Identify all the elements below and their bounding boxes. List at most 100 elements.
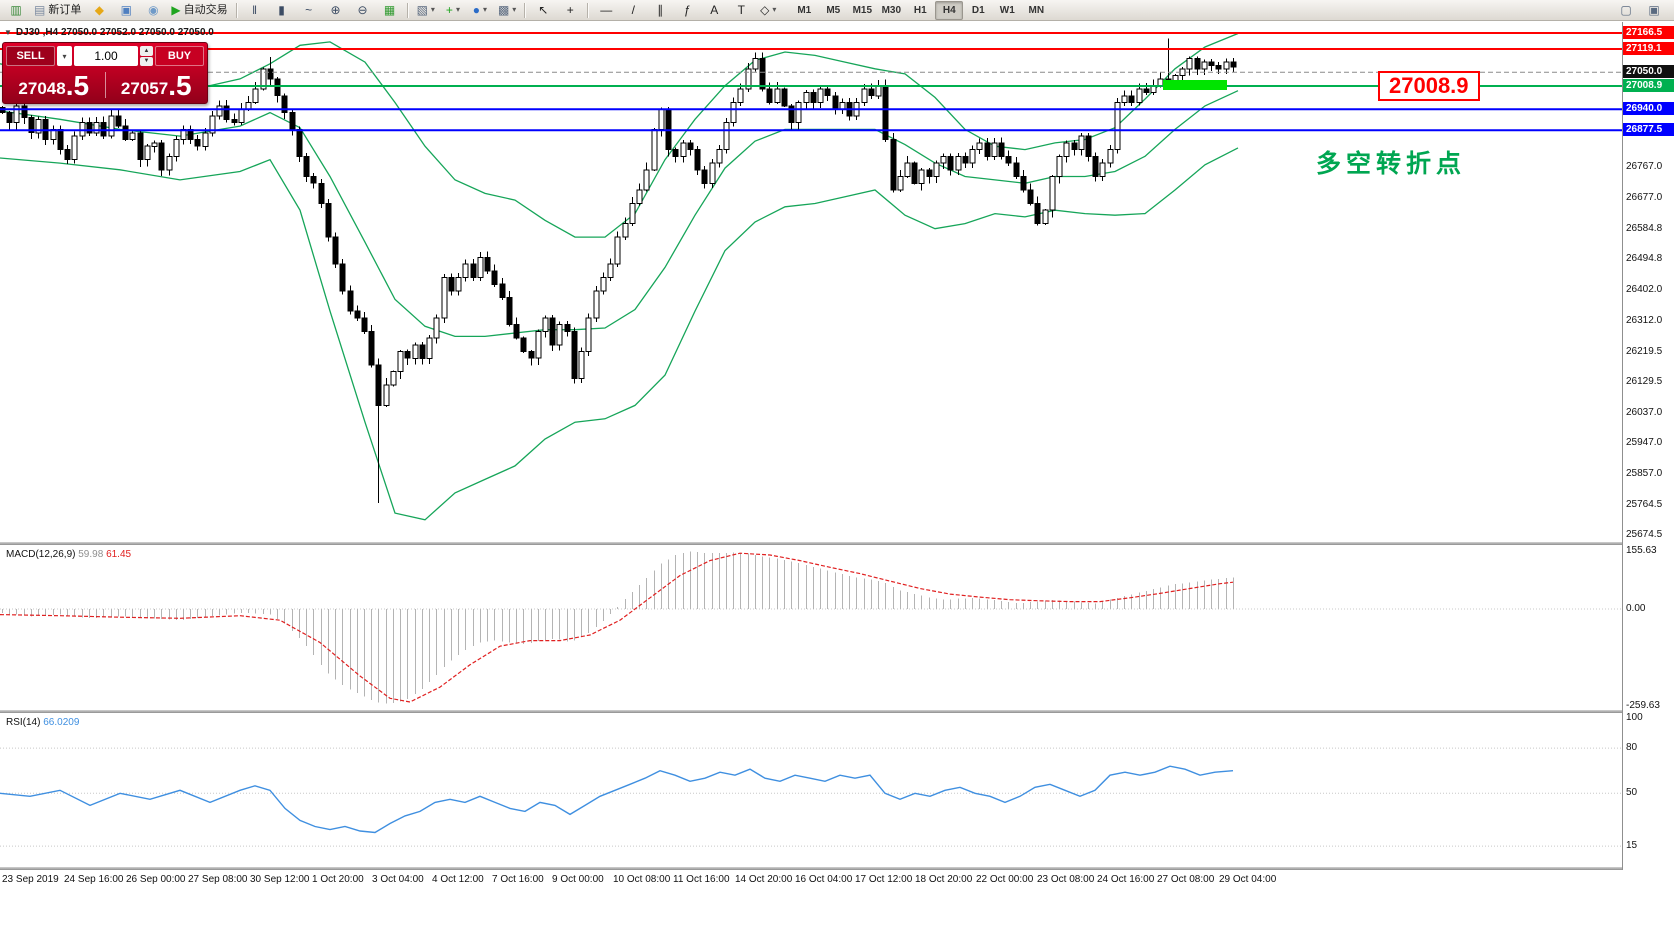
horizontal-line-icon[interactable]: — <box>593 0 619 20</box>
zoom-in-icon[interactable]: ⊕ <box>323 0 349 20</box>
dropdown-caret-icon: ▾ <box>512 5 517 14</box>
chart-candles-icon[interactable]: ▮ <box>269 0 295 20</box>
timeframe-m30[interactable]: M30 <box>881 4 902 16</box>
price-scale-tick: 26494.8 <box>1626 253 1663 265</box>
sell-price[interactable]: 27048.5 <box>3 68 105 102</box>
rsi-indicator-label: RSI(14) 66.0209 <box>6 717 79 728</box>
zoom-out-icon: ⊖ <box>357 3 368 17</box>
timeframe-w1[interactable]: W1 <box>999 4 1015 16</box>
volume-field <box>74 46 138 66</box>
toolbar-separator <box>524 2 527 18</box>
timeframe-mn[interactable]: MN <box>1028 4 1045 16</box>
pane-separator[interactable] <box>0 542 1674 545</box>
price-scale-label-27119.1: 27119.1 <box>1623 41 1674 55</box>
price-divider <box>104 72 106 98</box>
rsi-scale-tick: 100 <box>1626 711 1643 723</box>
indicators-icon[interactable]: + ▾ <box>440 0 466 20</box>
autotrading-button-label: 自动交易 <box>183 3 228 16</box>
fibonacci-icon[interactable]: ƒ <box>674 0 700 20</box>
toolbar-separator <box>235 2 238 18</box>
rsi-scale-tick: 50 <box>1626 787 1638 799</box>
trendline-icon: / <box>631 3 635 17</box>
rsi-canvas[interactable] <box>0 713 1622 867</box>
toolbar-separator <box>406 2 409 18</box>
fibonacci-icon: ƒ <box>683 3 691 17</box>
timeframe-m1[interactable]: M1 <box>797 4 812 16</box>
toolbar-right-group: ▢ ▣ <box>1613 0 1667 20</box>
time-axis-label: 27 Oct 08:00 <box>1157 874 1215 885</box>
templates-icon[interactable]: ▧ ▾ <box>413 0 439 20</box>
rsi-scale-tick: 15 <box>1626 840 1638 852</box>
text-icon[interactable]: A <box>701 0 727 20</box>
macd-main-value: 59.98 <box>78 549 104 560</box>
chart-bars-icon[interactable]: ‖ <box>242 0 268 20</box>
dropdown-caret-icon: ▾ <box>430 5 435 14</box>
restore-window-icon[interactable]: ▣ <box>1648 3 1660 17</box>
print-icon[interactable]: ▣ <box>113 0 139 20</box>
sell-price-main: 27048 <box>18 79 66 98</box>
time-axis[interactable]: 23 Sep 2019 24 Sep 16:00 26 Sep 00:00 27 Se… <box>0 870 1674 892</box>
chart-line-icon[interactable]: ~ <box>296 0 322 20</box>
buy-price[interactable]: 27057.5 <box>106 68 208 102</box>
timeframe-h4[interactable]: H4 <box>935 0 964 20</box>
turning-point-annotation[interactable]: 多空转折点 <box>1316 150 1467 178</box>
time-axis-label: 7 Oct 16:00 <box>492 874 544 885</box>
templates-icon: ▧ <box>416 3 428 17</box>
arrange-windows-icon[interactable]: ▢ <box>1620 3 1632 17</box>
time-axis-label: 23 Sep 2019 <box>2 874 59 885</box>
volume-input[interactable] <box>74 46 138 66</box>
order-type-dropdown[interactable]: ▾ <box>57 46 72 66</box>
label-icon[interactable]: T <box>728 0 754 20</box>
trendline-icon[interactable]: / <box>620 0 646 20</box>
volume-up-icon[interactable]: ▲ <box>140 46 153 56</box>
new-chart-icon[interactable]: ▥ <box>3 0 29 20</box>
cursor-icon[interactable]: ↖ <box>530 0 556 20</box>
toolbar: ▥ ▤ 新订单 ◆ ▣ ◉ ▶ 自动交易 ‖ ▮ ~ ⊕ ⊖ ▦ ▧ ▾ + ▾ ● ▾ ▩ ▾ ↖ + — / ∥ ƒ A T ◇ ▾ M1 M… <box>0 0 1674 21</box>
print-icon: ▣ <box>120 3 133 17</box>
channel-icon[interactable]: ∥ <box>647 0 673 20</box>
time-axis-label: 24 Oct 16:00 <box>1097 874 1155 885</box>
dropdown-caret-icon: ▾ <box>483 5 488 14</box>
timeframe-h1[interactable]: H1 <box>913 4 927 16</box>
buy-button[interactable]: BUY <box>155 46 204 66</box>
green-highlight-segment[interactable] <box>1163 80 1227 90</box>
time-axis-label: 24 Sep 16:00 <box>64 874 124 885</box>
autotrading-button[interactable]: ▶ 自动交易 <box>167 0 231 20</box>
time-axis-label: 9 Oct 00:00 <box>552 874 604 885</box>
macd-scale-tick: 155.63 <box>1626 545 1657 557</box>
time-axis-label: 3 Oct 04:00 <box>372 874 424 885</box>
time-axis-label: 11 Oct 16:00 <box>673 874 730 885</box>
volume-down-icon[interactable]: ▼ <box>140 56 153 66</box>
cloud-icon[interactable]: ◉ <box>140 0 166 20</box>
price-chart-canvas[interactable] <box>0 22 1622 542</box>
price-scale-tick: 26584.8 <box>1626 222 1663 234</box>
shapes-icon[interactable]: ◇ ▾ <box>755 0 781 20</box>
pane-separator[interactable] <box>0 710 1674 713</box>
timeframe-m5[interactable]: M5 <box>826 4 841 16</box>
cursor-icon: ↖ <box>538 3 549 17</box>
price-scale-tick: 26402.0 <box>1626 284 1663 296</box>
macd-canvas[interactable] <box>0 545 1622 710</box>
price-scale-label-27008.9: 27008.9 <box>1623 79 1674 93</box>
timeframe-m15[interactable]: M15 <box>852 4 873 16</box>
bollinger-lower-band <box>0 147 1239 521</box>
crosshair-icon[interactable]: + <box>557 0 583 20</box>
objects-icon[interactable]: ● ▾ <box>467 0 493 20</box>
tile-windows-icon[interactable]: ▦ <box>377 0 403 20</box>
price-scale[interactable]: 26767.0 26677.0 26584.8 26494.8 26402.0 26312… <box>1623 22 1674 890</box>
time-axis-label: 18 Oct 20:00 <box>915 874 973 885</box>
rsi-line <box>0 765 1234 834</box>
price-scale-tick: 26219.5 <box>1626 345 1663 357</box>
periods-icon[interactable]: ▩ ▾ <box>494 0 520 20</box>
macd-signal-line <box>0 552 1234 703</box>
new-order-button[interactable]: ▤ 新订单 <box>30 0 85 20</box>
chart-shift-icon[interactable]: ◆ <box>86 0 112 20</box>
timeframe-d1[interactable]: D1 <box>971 4 985 16</box>
time-axis-label: 30 Sep 12:00 <box>250 874 310 885</box>
price-annotation-label[interactable]: 27008.9 <box>1378 71 1480 101</box>
pane-separator <box>0 867 1674 870</box>
zoom-out-icon[interactable]: ⊖ <box>350 0 376 20</box>
oneclick-toggle-icon[interactable]: ▼ <box>4 28 12 37</box>
sell-button[interactable]: SELL <box>6 46 55 66</box>
